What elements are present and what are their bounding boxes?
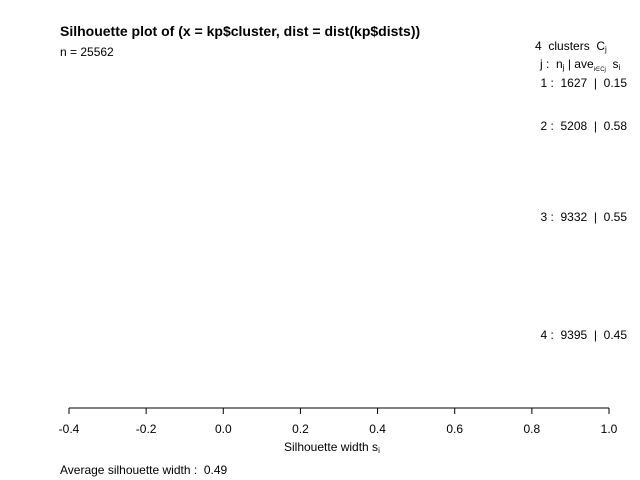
x-axis-ticks: -0.4 -0.2 0.0 0.2 0.4 0.6 0.8 1.0 [59,408,618,436]
average-silhouette: Average silhouette width : 0.49 [60,464,227,476]
legend-j: j : [540,57,550,71]
cluster-average: 0.15 [603,76,627,90]
average-value: 0.49 [203,463,228,477]
plot-title: Silhouette plot of (x = kp$cluster, dist… [60,23,421,39]
legend-s: s [612,57,619,71]
legend-header: 4 clusters Cj [535,39,607,54]
cluster-average: 0.55 [603,210,627,224]
legend-subheader: j : nj | avei∈Cj si [540,57,621,73]
x-tick-label: 0.6 [446,422,463,436]
x-tick-label: 0.8 [524,422,541,436]
cluster-size: 9395 [560,328,588,342]
cluster-label-2: 2 : 5208 | 0.58 [540,120,627,132]
cluster-index: 4 : [540,328,554,342]
cluster-average: 0.58 [603,119,627,133]
cluster-size: 5208 [560,119,588,133]
legend-n: n [556,57,563,71]
clusters-word: clusters [548,39,590,53]
cluster-label-4: 4 : 9395 | 0.45 [540,329,627,341]
legend-n-sub: j [562,63,565,72]
cluster-index: 3 : [540,210,554,224]
sample-count-label: n = 25562 [60,45,114,59]
legend-ave-sub: i∈Cj [593,67,606,73]
legend-s-sub: i [618,63,621,72]
cluster-sep: | [593,328,597,342]
x-tick-label: 0.4 [369,422,386,436]
cluster-average: 0.45 [603,328,627,342]
cluster-index: 2 : [540,119,554,133]
cluster-symbol-sub: j [605,45,607,54]
cluster-size: 1627 [560,76,588,90]
cluster-index: 1 : [540,76,554,90]
x-axis-label-sub: i [378,446,380,455]
cluster-label-3: 3 : 9332 | 0.55 [540,211,627,223]
x-tick-label: 0.0 [215,422,232,436]
cluster-sep: | [593,210,597,224]
x-axis-label-text: Silhouette width s [284,440,379,454]
cluster-size: 9332 [560,210,588,224]
cluster-count: 4 [535,39,542,53]
x-tick-label: 0.2 [292,422,309,436]
cluster-symbol: C [596,39,606,53]
x-tick-label: -0.2 [136,422,157,436]
cluster-sep: | [593,76,597,90]
cluster-label-1: 1 : 1627 | 0.15 [540,77,627,89]
x-tick-label: -0.4 [59,422,80,436]
legend-ave: | ave [567,57,594,71]
x-tick-label: 1.0 [601,422,618,436]
x-axis-label: Silhouette width si [284,440,380,455]
cluster-sep: | [593,119,597,133]
average-label: Average silhouette width : [60,463,198,477]
